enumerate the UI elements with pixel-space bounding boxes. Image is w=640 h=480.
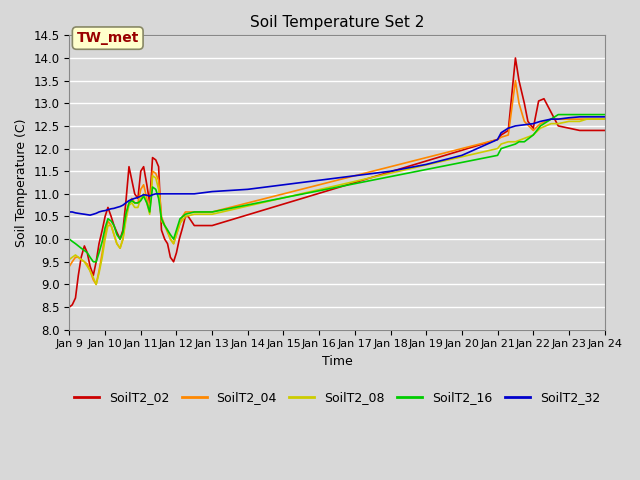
SoilT2_02 xyxy=(116,236,124,242)
SoilT2_04 xyxy=(113,241,121,247)
SoilT2_02 xyxy=(122,200,130,206)
SoilT2_32 xyxy=(104,207,112,213)
SoilT2_32 xyxy=(576,114,584,120)
SoilT2_08 xyxy=(161,223,168,228)
SoilT2_02 xyxy=(110,223,118,228)
SoilT2_16 xyxy=(601,112,609,118)
SoilT2_16 xyxy=(83,250,91,256)
SoilT2_16 xyxy=(108,218,115,224)
SoilT2_08 xyxy=(583,116,591,122)
SoilT2_04 xyxy=(65,264,73,269)
SoilT2_04 xyxy=(182,209,189,215)
SoilT2_16 xyxy=(65,236,73,242)
SoilT2_16 xyxy=(590,112,598,118)
SoilT2_04 xyxy=(601,116,609,122)
SoilT2_32 xyxy=(110,205,118,211)
X-axis label: Time: Time xyxy=(322,355,353,368)
SoilT2_16 xyxy=(565,112,573,118)
Legend: SoilT2_02, SoilT2_04, SoilT2_08, SoilT2_16, SoilT2_32: SoilT2_02, SoilT2_04, SoilT2_08, SoilT2_… xyxy=(68,386,605,409)
Title: Soil Temperature Set 2: Soil Temperature Set 2 xyxy=(250,15,424,30)
SoilT2_32 xyxy=(176,191,184,197)
SoilT2_32 xyxy=(536,119,544,124)
SoilT2_08 xyxy=(176,220,184,226)
SoilT2_08 xyxy=(155,186,163,192)
SoilT2_08 xyxy=(92,282,100,288)
SoilT2_32 xyxy=(164,191,172,197)
Line: SoilT2_04: SoilT2_04 xyxy=(69,81,605,285)
SoilT2_32 xyxy=(131,195,138,201)
Line: SoilT2_16: SoilT2_16 xyxy=(69,115,605,262)
Line: SoilT2_32: SoilT2_32 xyxy=(69,117,605,215)
SoilT2_08 xyxy=(164,227,172,233)
SoilT2_02 xyxy=(601,128,609,133)
Text: TW_met: TW_met xyxy=(77,31,139,45)
SoilT2_16 xyxy=(554,112,562,118)
SoilT2_02 xyxy=(65,304,73,310)
SoilT2_16 xyxy=(90,259,97,264)
Line: SoilT2_08: SoilT2_08 xyxy=(69,119,605,285)
SoilT2_08 xyxy=(601,116,609,122)
SoilT2_02 xyxy=(175,236,183,242)
Y-axis label: Soil Temperature (C): Soil Temperature (C) xyxy=(15,118,28,247)
SoilT2_08 xyxy=(128,200,136,206)
SoilT2_04 xyxy=(74,254,82,260)
SoilT2_04 xyxy=(511,78,519,84)
SoilT2_32 xyxy=(601,114,609,120)
SoilT2_02 xyxy=(95,241,103,247)
SoilT2_02 xyxy=(511,55,519,61)
SoilT2_16 xyxy=(99,239,106,244)
SoilT2_04 xyxy=(92,282,100,288)
SoilT2_08 xyxy=(95,270,103,276)
SoilT2_08 xyxy=(65,257,73,263)
SoilT2_32 xyxy=(65,209,73,215)
SoilT2_16 xyxy=(128,198,136,204)
SoilT2_04 xyxy=(191,209,198,215)
SoilT2_32 xyxy=(86,212,94,218)
Line: SoilT2_02: SoilT2_02 xyxy=(69,58,605,307)
SoilT2_04 xyxy=(140,182,147,188)
SoilT2_04 xyxy=(72,254,79,260)
SoilT2_02 xyxy=(125,164,133,169)
